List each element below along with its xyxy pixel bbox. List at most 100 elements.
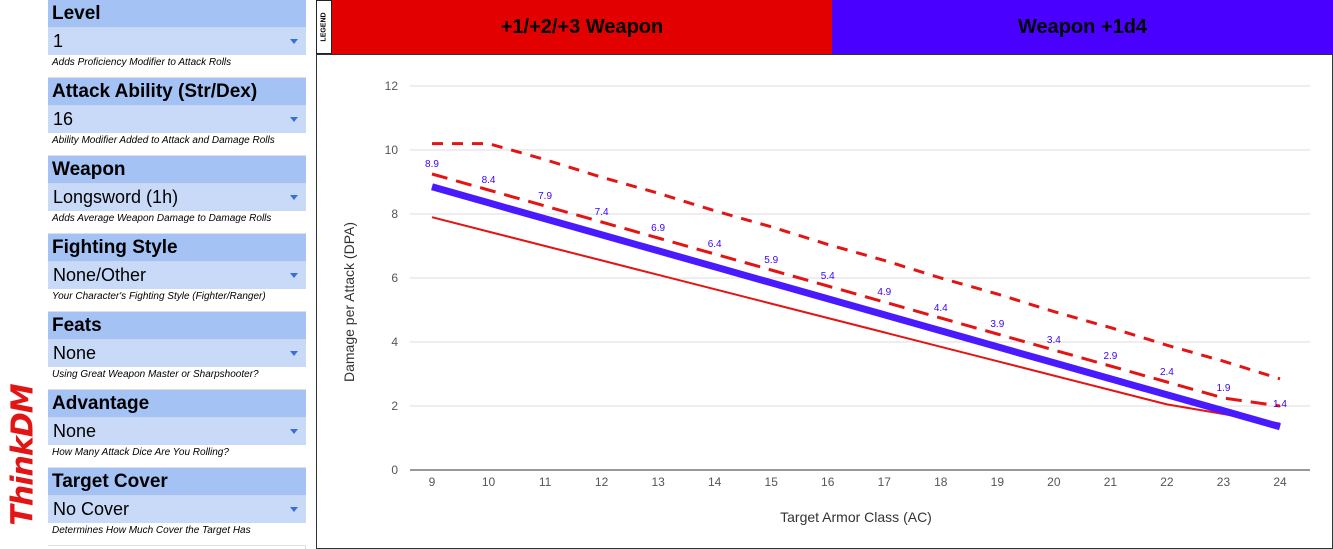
- x-tick-label: 23: [1217, 475, 1231, 489]
- target-cover-label: Target Cover: [48, 468, 306, 496]
- level-description: Adds Proficiency Modifier to Attack Roll…: [48, 55, 306, 78]
- chevron-down-icon: [290, 429, 298, 434]
- data-label: 7.9: [538, 191, 552, 202]
- data-label: 1.9: [1217, 383, 1231, 394]
- data-label: 2.4: [1160, 367, 1174, 378]
- series-line-3: [432, 142, 1281, 381]
- feats-value: None: [53, 343, 97, 363]
- x-axis-title: Target Armor Class (AC): [780, 509, 932, 525]
- y-axis-title: Damage per Attack (DPA): [341, 222, 357, 382]
- fighting-style-dropdown[interactable]: None/Other: [48, 262, 306, 289]
- data-label: 4.9: [877, 287, 891, 298]
- attack-ability-description: Ability Modifier Added to Attack and Dam…: [48, 133, 306, 156]
- weapon-section: Weapon Longsword (1h) Adds Average Weapo…: [48, 156, 306, 234]
- feats-label: Feats: [48, 312, 306, 340]
- target-cover-dropdown[interactable]: No Cover: [48, 496, 306, 523]
- y-tick-label: 8: [391, 207, 398, 221]
- target-cover-section: Target Cover No Cover Determines How Muc…: [48, 468, 306, 546]
- y-tick-label: 10: [385, 143, 399, 157]
- data-label: 5.9: [764, 255, 778, 266]
- x-tick-label: 11: [539, 475, 552, 489]
- data-label: 8.4: [482, 175, 496, 186]
- x-tick-label: 17: [878, 475, 892, 489]
- x-tick-label: 12: [595, 475, 609, 489]
- series-line-2: [431, 172, 1281, 408]
- x-tick-label: 16: [821, 475, 835, 489]
- gridlines: [410, 85, 1310, 471]
- data-label: 6.9: [651, 223, 665, 234]
- fighting-style-section: Fighting Style None/Other Your Character…: [48, 234, 306, 312]
- series-line-1: [431, 216, 1281, 425]
- x-tick-label: 24: [1273, 475, 1287, 489]
- y-tick-label: 0: [391, 463, 398, 477]
- legend-item-plus-weapon: +1/+2/+3 Weapon: [332, 0, 832, 54]
- x-tick-label: 18: [934, 475, 948, 489]
- data-label: 4.4: [934, 303, 948, 314]
- level-dropdown[interactable]: 1: [48, 28, 306, 55]
- data-labels: 8.9 8.4 7.9 7.4 6.9 6.4 5.9 5.4 4.9 4.4 3.9 3.4 2.9 2…: [425, 159, 1287, 410]
- data-label: 8.9: [425, 159, 439, 170]
- data-label: 3.4: [1047, 335, 1061, 346]
- weapon-value: Longsword (1h): [53, 187, 179, 207]
- data-label: 1.4: [1273, 399, 1287, 410]
- x-tick-label: 20: [1047, 475, 1061, 489]
- series-line-4: [431, 183, 1281, 431]
- weapon-label: Weapon: [48, 156, 306, 184]
- chevron-down-icon: [290, 273, 298, 278]
- advantage-description: How Many Attack Dice Are You Rolling?: [48, 445, 306, 468]
- level-section: Level 1 Adds Proficiency Modifier to Att…: [48, 0, 306, 78]
- advantage-dropdown[interactable]: None: [48, 418, 306, 445]
- weapon-dropdown[interactable]: Longsword (1h): [48, 184, 306, 211]
- fighting-style-label: Fighting Style: [48, 234, 306, 262]
- y-tick-label: 4: [391, 335, 398, 349]
- fighting-style-description: Your Character's Fighting Style (Fighter…: [48, 289, 306, 312]
- advantage-label: Advantage: [48, 390, 306, 418]
- x-tick-label: 10: [482, 475, 496, 489]
- advantage-value: None: [53, 421, 97, 441]
- fighting-style-value: None/Other: [53, 265, 147, 285]
- data-label: 6.4: [708, 239, 722, 250]
- y-tick-label: 2: [391, 399, 398, 413]
- chevron-down-icon: [290, 507, 298, 512]
- x-tick-label: 15: [765, 475, 779, 489]
- target-cover-value: No Cover: [53, 499, 130, 519]
- advantage-section: Advantage None How Many Attack Dice Are …: [48, 390, 306, 468]
- level-value: 1: [53, 31, 64, 51]
- feats-section: Feats None Using Great Weapon Master or …: [48, 312, 306, 390]
- attack-ability-dropdown[interactable]: 16: [48, 106, 306, 133]
- data-label: 2.9: [1103, 351, 1117, 362]
- x-tick-label: 22: [1160, 475, 1174, 489]
- series-lines: [431, 142, 1281, 431]
- dpa-chart: 0 2 4 6 8 10 12 9 10 11 12 13 14 15 16 17 18 19 20 21 22 23 24…: [316, 54, 1333, 549]
- settings-sidebar: Level 1 Adds Proficiency Modifier to Att…: [48, 0, 306, 549]
- y-tick-label: 6: [391, 271, 398, 285]
- attack-ability-label: Attack Ability (Str/Dex): [48, 78, 306, 106]
- x-tick-label: 19: [991, 475, 1005, 489]
- x-tick-label: 21: [1104, 475, 1118, 489]
- data-label: 5.4: [821, 271, 835, 282]
- thinkdm-logo: ThinkDM: [0, 0, 46, 549]
- attack-ability-value: 16: [53, 109, 74, 129]
- x-tick-label: 14: [708, 475, 722, 489]
- x-tick-label: 13: [651, 475, 665, 489]
- feats-description: Using Great Weapon Master or Sharpshoote…: [48, 367, 306, 390]
- chevron-down-icon: [290, 117, 298, 122]
- chevron-down-icon: [290, 39, 298, 44]
- attack-ability-section: Attack Ability (Str/Dex) 16 Ability Modi…: [48, 78, 306, 156]
- level-label: Level: [48, 0, 306, 28]
- feats-dropdown[interactable]: None: [48, 340, 306, 367]
- chevron-down-icon: [290, 195, 298, 200]
- target-cover-description: Determines How Much Cover the Target Has: [48, 523, 306, 546]
- x-tick-label: 9: [429, 475, 436, 489]
- legend-title: LEGEND: [320, 12, 328, 42]
- logo-text: ThinkDM: [5, 384, 41, 526]
- data-label: 3.9: [990, 319, 1004, 330]
- weapon-description: Adds Average Weapon Damage to Damage Rol…: [48, 211, 306, 234]
- chevron-down-icon: [290, 351, 298, 356]
- data-label: 7.4: [595, 207, 609, 218]
- y-tick-label: 12: [385, 79, 399, 93]
- legend-item-weapon-1d4: Weapon +1d4: [832, 0, 1333, 54]
- legend-title-cell: LEGEND: [316, 0, 332, 54]
